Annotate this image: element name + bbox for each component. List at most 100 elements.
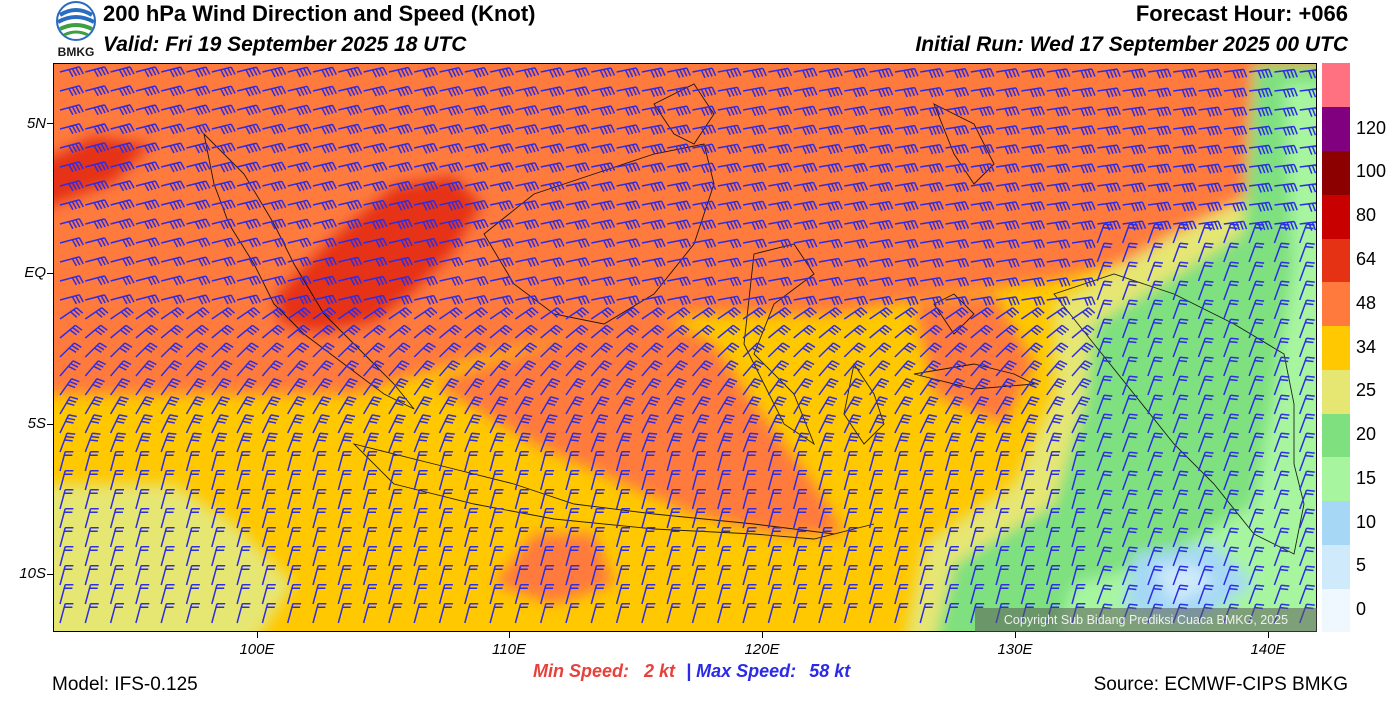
- wind-barb: [844, 67, 869, 79]
- wind-barb: [161, 275, 186, 286]
- wind-barb: [1147, 125, 1172, 136]
- wind-barb: [1173, 201, 1197, 212]
- wind-barb: [489, 324, 513, 339]
- wind-barb: [641, 307, 666, 320]
- wind-barb: [591, 162, 616, 173]
- wind-barb: [1045, 432, 1062, 453]
- wind-barb: [362, 526, 378, 548]
- wind-barb: [565, 105, 590, 116]
- wind-barb: [388, 378, 409, 396]
- wind-barb: [1096, 318, 1113, 339]
- wind-barb: [742, 583, 757, 605]
- wind-barb: [515, 181, 540, 192]
- wind-barb: [692, 86, 717, 98]
- wind-barb: [489, 545, 504, 567]
- copyright-notice: Copyright Sub Bidang Prediksi Cuaca BMKG…: [975, 608, 1317, 632]
- wind-barb: [641, 450, 656, 472]
- wind-barb: [667, 276, 691, 287]
- wind-barb: [1172, 375, 1189, 396]
- wind-barb: [1273, 261, 1290, 282]
- wind-barb: [211, 142, 236, 154]
- wind-barb: [338, 256, 363, 267]
- wind-barb: [818, 414, 836, 434]
- wind-barb: [312, 324, 336, 339]
- wind-barb: [894, 105, 919, 117]
- wind-barb: [792, 545, 808, 567]
- wind-barb: [691, 414, 710, 434]
- wind-barb: [844, 257, 869, 268]
- wind-barb: [641, 583, 656, 605]
- wind-barb: [135, 342, 158, 358]
- wind-barb: [84, 545, 99, 567]
- wind-barb: [767, 469, 782, 491]
- wind-barb: [945, 258, 970, 268]
- wind-barb: [920, 181, 944, 193]
- wind-barb: [717, 307, 741, 320]
- wind-barb: [388, 432, 405, 453]
- wind-barb: [464, 488, 479, 510]
- wind-barb: [945, 106, 970, 117]
- wind-barb: [565, 488, 580, 510]
- wind-barb: [1147, 356, 1163, 377]
- wind-barb: [186, 104, 211, 116]
- wind-barb: [362, 602, 378, 624]
- wind-barb: [590, 307, 615, 320]
- wind-barb: [1021, 87, 1046, 98]
- wind-barb: [692, 219, 717, 231]
- wind-barb: [818, 488, 833, 510]
- wind-barb: [1020, 342, 1044, 358]
- wind-barb: [337, 450, 352, 472]
- wind-barb: [1223, 565, 1239, 586]
- wind-barb: [1223, 337, 1239, 358]
- wind-barb: [1198, 68, 1223, 79]
- wind-barb: [944, 526, 959, 548]
- wind-barb: [970, 507, 985, 529]
- wind-barb: [742, 307, 767, 320]
- wind-barb: [1248, 299, 1265, 320]
- wind-barb: [590, 450, 605, 472]
- wind-barb: [1273, 375, 1290, 396]
- wind-barb: [1198, 163, 1223, 174]
- wind-barb: [59, 414, 77, 434]
- wind-barb: [363, 161, 388, 173]
- wind-barb: [793, 86, 818, 98]
- wind-barb: [868, 488, 884, 510]
- wind-barb: [1298, 299, 1315, 320]
- wind-barb: [616, 219, 641, 230]
- wind-barb: [110, 142, 135, 154]
- wind-barb: [338, 218, 363, 230]
- wind-barb: [565, 545, 580, 567]
- wind-barb: [919, 602, 934, 624]
- wind-barb: [565, 432, 582, 453]
- wind-barb: [641, 162, 666, 174]
- wind-barb: [843, 307, 868, 320]
- wind-barb: [742, 295, 767, 306]
- wind-barb: [919, 432, 936, 453]
- colorbar-segment: [1322, 150, 1350, 195]
- wind-barb: [515, 86, 540, 97]
- wind-barb: [286, 450, 302, 472]
- wind-barb: [59, 324, 83, 339]
- wind-barb: [489, 583, 504, 605]
- wind-barb: [818, 342, 841, 358]
- wind-barb: [767, 545, 782, 567]
- wind-barb: [312, 123, 337, 135]
- wind-barb: [615, 526, 631, 548]
- wind-barb: [1173, 68, 1197, 79]
- wind-barb: [1274, 163, 1298, 174]
- model-label: Model: IFS-0.125: [52, 674, 198, 695]
- wind-barb: [287, 85, 312, 97]
- wind-barb: [1274, 182, 1298, 193]
- wind-barb: [919, 526, 934, 548]
- wind-barb: [514, 432, 531, 453]
- wind-barb: [211, 360, 233, 377]
- wind-barb: [945, 307, 969, 320]
- wind-barb: [489, 200, 514, 211]
- wind-barb: [261, 324, 285, 339]
- wind-barb: [160, 545, 175, 567]
- wind-barb: [970, 163, 995, 174]
- wind-barb: [489, 414, 507, 434]
- wind-barb: [1198, 106, 1223, 117]
- wind-barb: [1096, 546, 1113, 567]
- wind-barb: [920, 276, 944, 287]
